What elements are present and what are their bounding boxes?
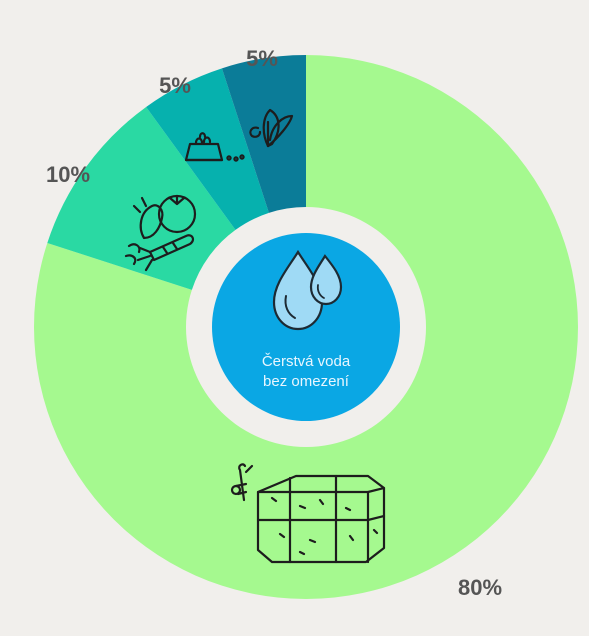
pellet-bowl-icon (184, 132, 245, 162)
hay-bale-icon (230, 463, 386, 564)
slice-label-2: 10% (46, 162, 90, 187)
slice-pellet-bowl (146, 68, 269, 230)
slice-label-1: 80% (458, 575, 502, 600)
center-label-line-2: bez omezení (263, 373, 350, 390)
slice-label-3: 5% (159, 73, 191, 98)
slice-label-4: 5% (246, 46, 278, 71)
water-drops-icon (272, 249, 343, 331)
slice-hay-bale (34, 55, 579, 599)
vegetables-icon (124, 194, 197, 272)
center-label-line-1: Čerstvá voda (262, 353, 351, 370)
slice-labels: 80% 10% 5% 5% (46, 46, 502, 600)
herb-leaves-icon (249, 108, 294, 148)
